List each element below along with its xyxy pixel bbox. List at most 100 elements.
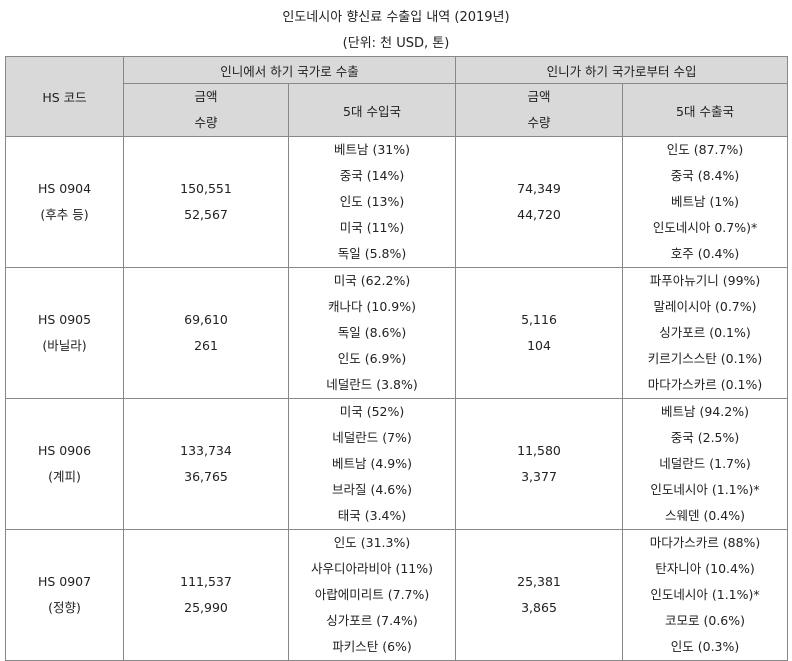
hs-code: HS 0907: [37, 574, 92, 589]
country-item: 스웨덴 (0.4%): [665, 508, 746, 523]
export-qty: 52,567: [184, 207, 228, 222]
country-item: 싱가포르 (7.4%): [326, 613, 418, 628]
country-item: 말레이시아 (0.7%): [653, 299, 757, 314]
country-item: 키르기스스탄 (0.1%): [647, 351, 763, 366]
hs-code-cell: HS 0904 (후추 등): [5, 136, 124, 268]
import-amount: 74,349: [517, 181, 561, 196]
country-item: 베트남 (4.9%): [332, 456, 412, 471]
spice-trade-table: HS 코드 인니에서 하기 국가로 수출 인니가 하기 국가로부터 수입 금액 …: [5, 56, 789, 661]
import-countries-cell: 인도 (87.7%) 중국 (8.4%) 베트남 (1%) 인도네시아 0.7%…: [622, 136, 789, 268]
country-item: 인도네시아 (1.1%)*: [650, 482, 760, 497]
country-item: 호주 (0.4%): [670, 246, 740, 261]
header-hs-code: HS 코드: [5, 56, 124, 137]
country-item: 미국 (52%): [339, 404, 405, 419]
country-item: 마다가스카르 (0.1%): [647, 377, 763, 392]
hs-name: (계피): [48, 469, 81, 484]
export-amount: 111,537: [180, 574, 232, 589]
export-countries-cell: 미국 (62.2%) 캐나다 (10.9%) 독일 (8.6%) 인도 (6.9…: [287, 267, 457, 399]
country-item: 미국 (62.2%): [333, 273, 411, 288]
import-qty: 44,720: [517, 207, 561, 222]
country-item: 인도네시아 (1.1%)*: [650, 587, 760, 602]
header-export-top5: 5대 수입국: [287, 83, 457, 137]
country-item: 사우디아라비아 (11%): [311, 561, 434, 576]
country-item: 탄자니아 (10.4%): [655, 561, 755, 576]
header-import-qty: 수량: [527, 115, 551, 130]
table-row: HS 0905 (바닐라) 69,610 261 미국 (62.2%) 캐나다 …: [5, 267, 789, 399]
import-amount: 11,580: [517, 443, 561, 458]
country-item: 캐나다 (10.9%): [328, 299, 416, 314]
country-item: 태국 (3.4%): [337, 508, 407, 523]
export-amount-qty-cell: 133,734 36,765: [123, 398, 289, 530]
unit-note: (단위: 천 USD, 톤): [342, 36, 450, 51]
export-countries-cell: 미국 (52%) 네덜란드 (7%) 베트남 (4.9%) 브라질 (4.6%)…: [287, 398, 457, 530]
country-item: 인도 (6.9%): [337, 351, 407, 366]
country-item: 브라질 (4.6%): [332, 482, 412, 497]
country-item: 싱가포르 (0.1%): [659, 325, 751, 340]
header-import-top5: 5대 수출국: [622, 83, 789, 137]
country-item: 독일 (8.6%): [337, 325, 407, 340]
import-amount-qty-cell: 5,116 104: [455, 267, 624, 399]
country-item: 미국 (11%): [339, 220, 405, 235]
country-item: 인도네시아 0.7%)*: [652, 220, 758, 235]
export-amount-qty-cell: 111,537 25,990: [123, 529, 289, 661]
import-qty: 104: [527, 338, 551, 353]
export-amount: 150,551: [180, 181, 232, 196]
country-item: 베트남 (1%): [670, 194, 740, 209]
hs-name: (정향): [48, 600, 81, 615]
hs-code: HS 0905: [37, 312, 92, 327]
export-qty: 36,765: [184, 469, 228, 484]
import-qty: 3,865: [521, 600, 557, 615]
country-item: 인도 (87.7%): [666, 142, 744, 157]
hs-code-cell: HS 0906 (계피): [5, 398, 124, 530]
header-import-amount-qty: 금액 수량: [455, 83, 624, 137]
country-item: 중국 (14%): [339, 168, 405, 183]
header-export-qty: 수량: [194, 115, 218, 130]
import-amount-qty-cell: 11,580 3,377: [455, 398, 624, 530]
import-countries-cell: 마다가스카르 (88%) 탄자니아 (10.4%) 인도네시아 (1.1%)* …: [622, 529, 789, 661]
table-row: HS 0904 (후추 등) 150,551 52,567 베트남 (31%) …: [5, 136, 789, 268]
export-qty: 25,990: [184, 600, 228, 615]
country-item: 독일 (5.8%): [337, 246, 407, 261]
import-amount-qty-cell: 74,349 44,720: [455, 136, 624, 268]
export-countries-cell: 베트남 (31%) 중국 (14%) 인도 (13%) 미국 (11%) 독일 …: [287, 136, 457, 268]
country-item: 파키스탄 (6%): [332, 639, 412, 654]
country-item: 네덜란드 (1.7%): [659, 456, 751, 471]
export-amount: 69,610: [184, 312, 228, 327]
country-item: 아랍에미리트 (7.7%): [314, 587, 430, 602]
import-amount: 5,116: [521, 312, 557, 327]
country-item: 인도 (31.3%): [333, 535, 411, 550]
hs-code: HS 0906: [37, 443, 92, 458]
export-amount-qty-cell: 150,551 52,567: [123, 136, 289, 268]
export-amount-qty-cell: 69,610 261: [123, 267, 289, 399]
hs-code-cell: HS 0905 (바닐라): [5, 267, 124, 399]
hs-code: HS 0904: [37, 181, 92, 196]
header-import-amount: 금액: [527, 89, 551, 104]
export-countries-cell: 인도 (31.3%) 사우디아라비아 (11%) 아랍에미리트 (7.7%) 싱…: [287, 529, 457, 661]
country-item: 인도 (0.3%): [670, 639, 740, 654]
country-item: 네덜란드 (3.8%): [326, 377, 418, 392]
header-export-amount: 금액: [194, 89, 218, 104]
import-countries-cell: 파푸아뉴기니 (99%) 말레이시아 (0.7%) 싱가포르 (0.1%) 키르…: [622, 267, 789, 399]
import-qty: 3,377: [521, 469, 557, 484]
export-qty: 261: [194, 338, 218, 353]
header-export-amount-qty: 금액 수량: [123, 83, 289, 137]
country-item: 네덜란드 (7%): [332, 430, 412, 445]
country-item: 중국 (2.5%): [670, 430, 740, 445]
import-countries-cell: 베트남 (94.2%) 중국 (2.5%) 네덜란드 (1.7%) 인도네시아 …: [622, 398, 789, 530]
country-item: 마다가스카르 (88%): [649, 535, 761, 550]
header-export-group: 인니에서 하기 국가로 수출: [122, 56, 457, 84]
import-amount-qty-cell: 25,381 3,865: [455, 529, 624, 661]
export-amount: 133,734: [180, 443, 232, 458]
country-item: 베트남 (31%): [334, 142, 411, 157]
country-item: 파푸아뉴기니 (99%): [649, 273, 761, 288]
hs-code-cell: HS 0907 (정향): [5, 529, 124, 661]
page-title: 인도네시아 향신료 수출입 내역 (2019년): [282, 10, 510, 25]
table-row: HS 0906 (계피) 133,734 36,765 미국 (52%) 네덜란…: [5, 398, 789, 530]
hs-name: (후추 등): [40, 207, 89, 222]
import-amount: 25,381: [517, 574, 561, 589]
header-import-group: 인니가 하기 국가로부터 수입: [455, 56, 789, 84]
country-item: 베트남 (94.2%): [661, 404, 749, 419]
country-item: 코모로 (0.6%): [665, 613, 746, 628]
table-row: HS 0907 (정향) 111,537 25,990 인도 (31.3%) 사…: [5, 529, 789, 661]
country-item: 중국 (8.4%): [670, 168, 740, 183]
